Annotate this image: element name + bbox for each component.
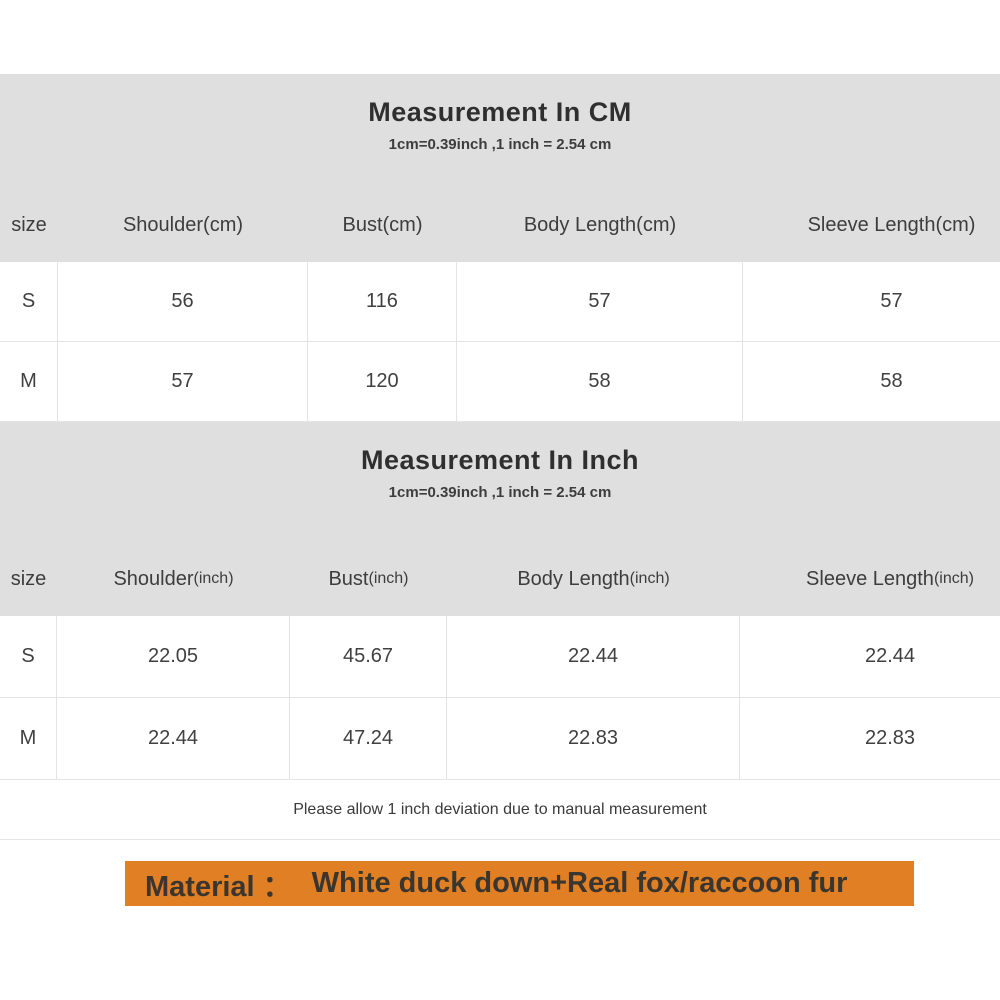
- inch-col-header-body-length: Body Length (inch): [447, 568, 740, 591]
- cm-s-bust: 116: [308, 262, 457, 341]
- inch-col-header-sleeve-length: Sleeve Length (inch): [740, 568, 1000, 591]
- col-unit: (inch): [933, 570, 974, 587]
- col-label: Sleeve Length: [806, 567, 934, 590]
- cm-col-header-size: size: [0, 214, 58, 237]
- material-value: White duck down+Real fox/raccoon fur: [311, 867, 848, 899]
- cm-s-size: S: [0, 262, 58, 341]
- cm-m-body-length: 58: [457, 342, 743, 421]
- cm-header-band: Measurement In CM 1cm=0.39inch ,1 inch =…: [0, 74, 1000, 262]
- inch-section-title: Measurement In Inch: [360, 445, 640, 475]
- col-unit: (cm): [636, 213, 677, 236]
- cm-section-title: Measurement In CM: [368, 97, 632, 127]
- cm-col-header-body-length: Body Length (cm): [457, 214, 743, 237]
- cm-table-row-s: S 56 116 57 57: [0, 262, 1000, 342]
- col-unit: (inch): [368, 570, 409, 587]
- top-spacer: [0, 0, 1000, 74]
- col-unit: (inch): [193, 570, 234, 587]
- cm-table-body: S 56 116 57 57 M 57 120 58 58: [0, 262, 1000, 422]
- material-label: Material ：: [145, 870, 292, 903]
- inch-table-row-m: M 22.44 47.24 22.83 22.83: [0, 698, 1000, 780]
- material-bar: Material ： White duck down+Real fox/racc…: [125, 861, 914, 906]
- cm-section: Measurement In CM 1cm=0.39inch ,1 inch =…: [0, 74, 1000, 422]
- inch-col-header-bust: Bust (inch): [290, 568, 447, 591]
- cm-m-shoulder: 57: [58, 342, 308, 421]
- inch-m-bust: 47.24: [290, 698, 447, 779]
- col-label: Shoulder: [122, 213, 204, 236]
- inch-section-subtitle: 1cm=0.39inch ,1 inch = 2.54 cm: [388, 484, 612, 501]
- col-unit: (inch): [629, 570, 670, 587]
- inch-table-row-s: S 22.05 45.67 22.44 22.44: [0, 616, 1000, 698]
- cm-m-size: M: [0, 342, 58, 421]
- cm-col-header-sleeve-length: Sleeve Length (cm): [743, 214, 1000, 237]
- col-label: size: [10, 567, 47, 590]
- col-unit: (cm): [935, 213, 976, 236]
- cm-s-shoulder: 56: [58, 262, 308, 341]
- inch-table-body: S 22.05 45.67 22.44 22.44 M 22.44 47.24 …: [0, 616, 1000, 780]
- cm-section-subtitle: 1cm=0.39inch ,1 inch = 2.54 cm: [388, 136, 612, 153]
- inch-s-bust: 45.67: [290, 616, 447, 697]
- inch-section: Measurement In Inch 1cm=0.39inch ,1 inch…: [0, 422, 1000, 780]
- col-label: Shoulder: [113, 567, 194, 590]
- cm-col-header-shoulder: Shoulder (cm): [58, 214, 308, 237]
- inch-m-body-length: 22.83: [447, 698, 740, 779]
- col-label: Sleeve Length: [807, 213, 936, 236]
- cm-col-header-bust: Bust (cm): [308, 214, 457, 237]
- cm-s-sleeve-length: 57: [880, 290, 903, 312]
- inch-m-sleeve-length: 22.83: [864, 727, 916, 749]
- deviation-note: Please allow 1 inch deviation due to man…: [293, 800, 707, 818]
- inch-col-header-size: size: [0, 568, 57, 591]
- inch-header-band: Measurement In Inch 1cm=0.39inch ,1 inch…: [0, 422, 1000, 616]
- inch-s-size: S: [0, 616, 57, 697]
- cm-table-row-m: M 57 120 58 58: [0, 342, 1000, 422]
- inch-s-sleeve-length: 22.44: [864, 645, 916, 667]
- col-unit: (cm): [203, 213, 244, 236]
- inch-s-shoulder: 22.05: [57, 616, 290, 697]
- cm-table-header-row: size Shoulder (cm) Bust (cm) Body Length (c…: [0, 188, 1000, 262]
- col-label: Bust: [342, 213, 383, 236]
- inch-m-size: M: [0, 698, 57, 779]
- inch-m-shoulder: 22.44: [57, 698, 290, 779]
- cm-m-bust: 120: [308, 342, 457, 421]
- col-unit: (cm): [382, 213, 423, 236]
- cm-s-body-length: 57: [457, 262, 743, 341]
- col-label: Body Length: [523, 213, 637, 236]
- col-label: Body Length: [517, 567, 630, 590]
- inch-col-header-shoulder: Shoulder (inch): [57, 568, 290, 591]
- deviation-note-row: Please allow 1 inch deviation due to man…: [0, 780, 1000, 840]
- col-label: size: [11, 213, 47, 236]
- col-label: Bust: [328, 567, 369, 590]
- cm-m-sleeve-length: 58: [880, 370, 903, 392]
- inch-table-header-row: size Shoulder (inch) Bust (inch) Body Leng…: [0, 542, 1000, 616]
- inch-s-body-length: 22.44: [447, 616, 740, 697]
